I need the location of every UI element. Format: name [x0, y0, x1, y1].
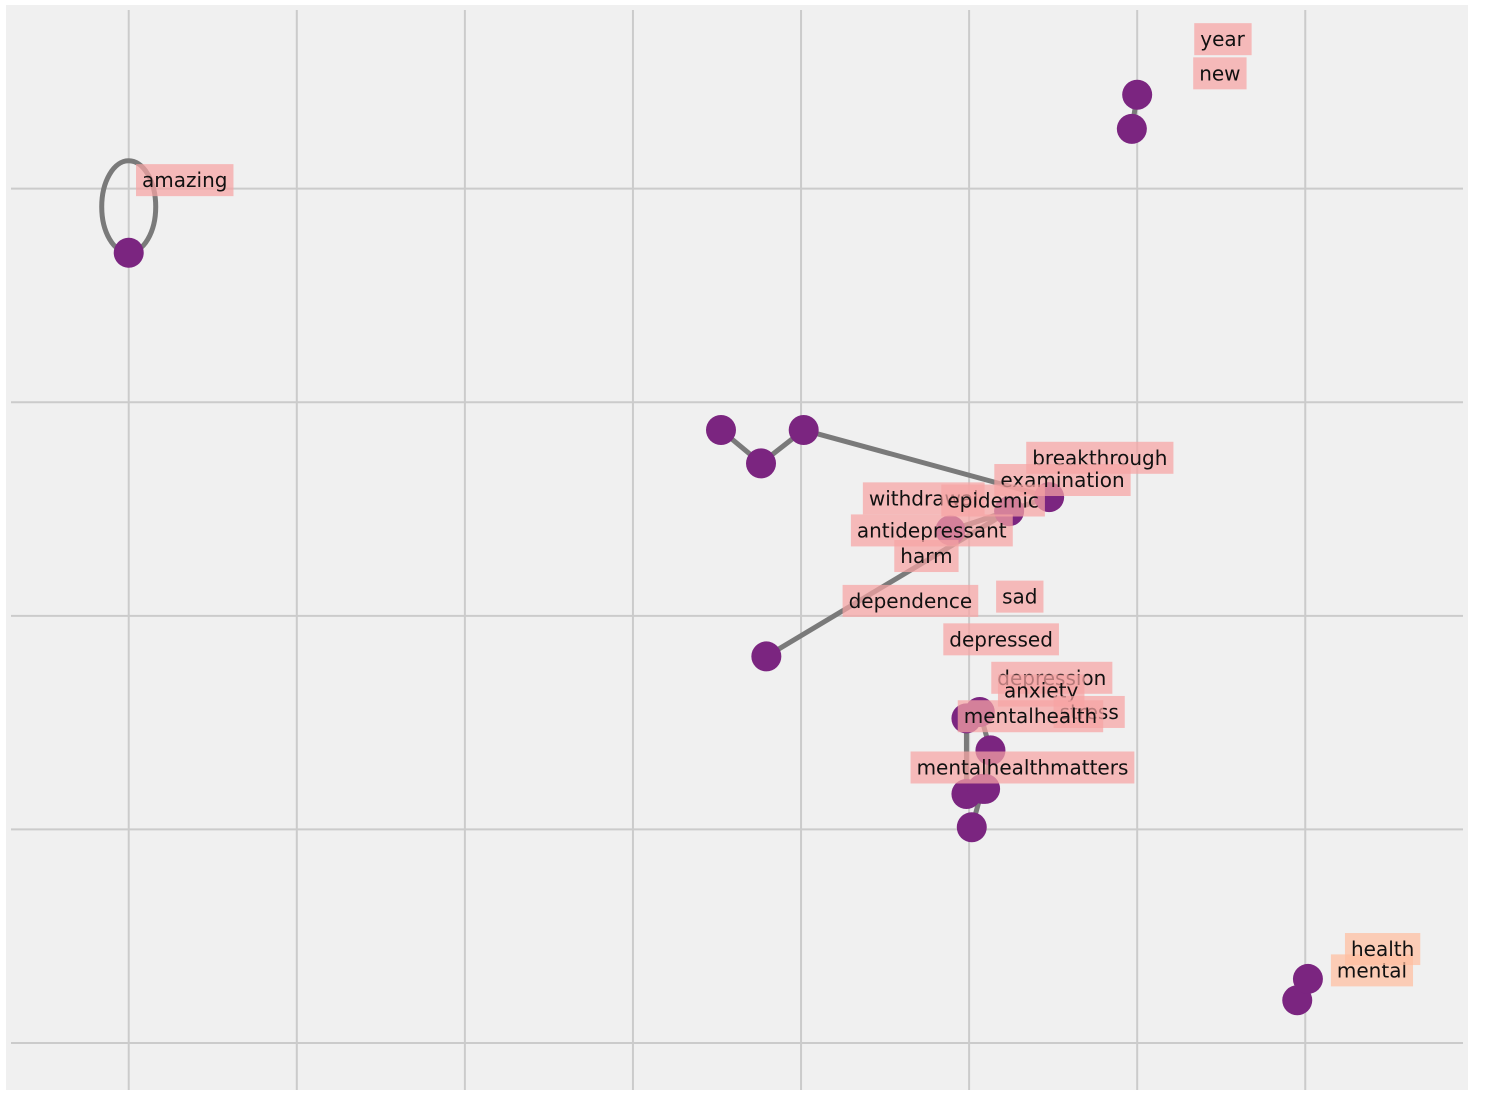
node-amazing	[113, 237, 144, 268]
label-amazing: amazing	[136, 164, 234, 197]
label-text-depressed: depressed	[949, 627, 1053, 651]
label-text-mentalhealth: mentalhealth	[964, 704, 1097, 728]
label-harm: harm	[894, 540, 959, 573]
label-text-sad: sad	[1002, 585, 1037, 609]
label-mentalhealthmatters: mentalhealthmatters	[910, 751, 1135, 784]
label-text-antidepressant: antidepressant	[857, 518, 1007, 542]
label-text-dependence: dependence	[849, 589, 973, 613]
node-examination	[746, 448, 777, 479]
label-box-harm	[894, 540, 959, 573]
label-text-year: year	[1200, 27, 1245, 51]
label-box-epidemic	[941, 484, 1045, 517]
label-box-sad	[996, 580, 1044, 613]
node-health	[1292, 963, 1323, 994]
label-box-dependence	[842, 584, 979, 617]
label-antidepressant: antidepressant	[850, 514, 1013, 547]
node-labels: amazingyearnewbreakthroughexaminationwit…	[136, 23, 1421, 987]
label-box-mentalhealthmatters	[910, 751, 1135, 784]
label-health: health	[1344, 933, 1421, 966]
grid-lines	[11, 10, 1463, 1090]
label-year: year	[1194, 23, 1252, 56]
label-depressed: depressed	[943, 623, 1059, 656]
label-text-harm: harm	[900, 544, 952, 568]
label-text-new: new	[1199, 61, 1240, 85]
label-box-year	[1194, 23, 1252, 56]
label-sad: sad	[996, 580, 1044, 613]
node-year	[1122, 79, 1153, 110]
plot-background	[6, 5, 1468, 1090]
label-box-amazing	[136, 164, 234, 197]
label-text-epidemic: epidemic	[947, 489, 1039, 513]
label-box-depressed	[943, 623, 1059, 656]
label-text-health: health	[1351, 937, 1414, 961]
node-breakthrough	[705, 415, 736, 446]
label-text-mentalhealthmatters: mentalhealthmatters	[917, 755, 1129, 779]
node-new	[1116, 113, 1147, 144]
node-withdrawal	[788, 415, 819, 446]
label-box-mentalhealth	[957, 700, 1104, 733]
node-mentalhealthmatters	[956, 812, 987, 843]
label-mentalhealth: mentalhealth	[957, 700, 1104, 733]
label-new: new	[1193, 57, 1247, 90]
node-dependence	[751, 641, 782, 672]
label-epidemic: epidemic	[941, 484, 1045, 517]
label-dependence: dependence	[842, 584, 979, 617]
label-box-new	[1193, 57, 1247, 90]
label-box-health	[1344, 933, 1421, 966]
label-text-amazing: amazing	[142, 168, 227, 192]
